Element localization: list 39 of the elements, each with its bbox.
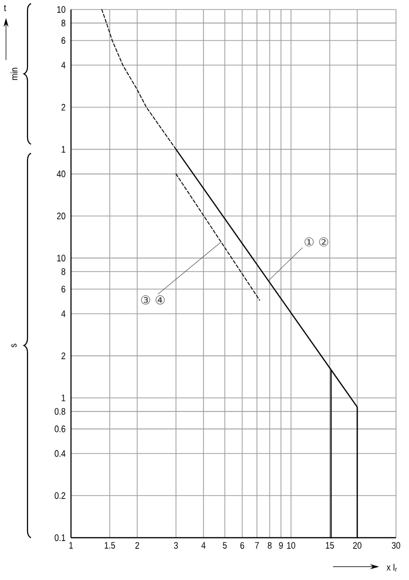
x-tick-label: 6 <box>240 542 244 549</box>
x-tick-label: 8 <box>268 542 272 549</box>
x-tick-label: 5 <box>222 542 227 549</box>
annotation: ① ② <box>304 237 328 246</box>
y-tick-label: 1 <box>62 394 66 402</box>
annotation: ③ ④ <box>141 295 165 304</box>
y-tick-label: 0.6 <box>54 426 66 432</box>
x-tick-label: 4 <box>201 542 206 549</box>
y-tick-label: 20 <box>57 212 66 220</box>
y-tick-label: 0.2 <box>54 492 66 499</box>
y-tick-label: 1 <box>62 146 66 153</box>
y-tick-label: 4 <box>61 62 66 68</box>
x-tick-label: 2 <box>135 542 140 549</box>
y-tick-label: 40 <box>56 170 66 178</box>
x-tick-label: 9 <box>279 542 283 549</box>
y-tick-label: 8 <box>61 268 66 275</box>
y-axis-title: min <box>10 68 18 80</box>
x-tick-label: 1.5 <box>104 542 116 549</box>
x-tick-label: 30 <box>392 542 400 549</box>
x-axis-title: x I$_{r}$ <box>386 564 397 572</box>
y-tick-label: 6 <box>62 286 66 292</box>
x-tick-label: 15 <box>326 542 334 549</box>
y-tick-label: 0.4 <box>54 450 66 457</box>
y-tick-label: 2 <box>62 352 66 360</box>
y-tick-label: 2 <box>62 104 66 111</box>
y-tick-label: 10 <box>57 6 66 13</box>
x-tick-label: 20 <box>353 542 362 549</box>
x-tick-label: 1 <box>69 542 73 549</box>
y-tick-label: 0.1 <box>54 534 66 542</box>
y-tick-label: 10 <box>57 254 66 262</box>
y-tick-label: 0.8 <box>54 408 66 415</box>
x-tick-label: 10 <box>287 542 296 549</box>
x-tick-label: 3 <box>174 542 178 549</box>
y-axis-title: s <box>11 344 17 348</box>
y-tick-label: 6 <box>62 37 66 44</box>
x-tick-label: 7 <box>255 542 259 549</box>
y-tick-label: 4 <box>61 310 66 317</box>
y-tick-label: 8 <box>61 20 66 26</box>
text: t <box>4 4 6 12</box>
